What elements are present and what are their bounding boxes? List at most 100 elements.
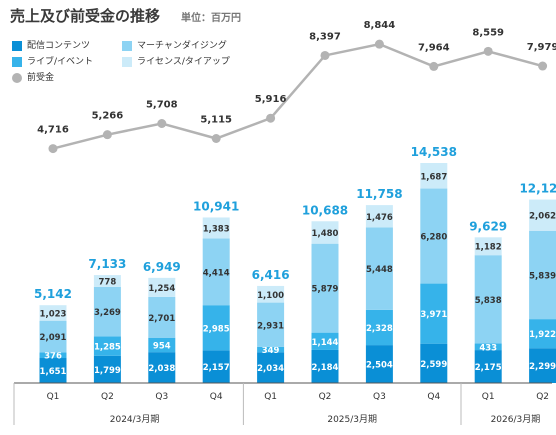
total-label-6: 11,758 bbox=[356, 187, 402, 201]
maeuke-point-9 bbox=[538, 61, 548, 71]
maeuke-label-5: 8,397 bbox=[309, 31, 341, 42]
maeuke-label-8: 8,559 bbox=[472, 27, 504, 38]
maeuke-label-4: 5,916 bbox=[255, 94, 287, 105]
bar-label-2-9: 5,839 bbox=[529, 271, 556, 281]
total-label-5: 10,688 bbox=[302, 203, 348, 217]
bar-label-0-2: 2,038 bbox=[148, 364, 175, 374]
bar-2-6 bbox=[365, 227, 393, 310]
bar-label-3-4: 1,100 bbox=[257, 291, 284, 301]
bar-2-9 bbox=[529, 230, 556, 320]
bar-2-1 bbox=[93, 286, 121, 337]
bar-label-3-9: 2,062 bbox=[529, 212, 556, 222]
bar-label-2-3: 4,414 bbox=[203, 268, 230, 278]
bar-label-3-1: 778 bbox=[99, 277, 117, 287]
maeuke-label-7: 7,964 bbox=[418, 42, 450, 53]
bar-3-1 bbox=[93, 275, 121, 287]
total-label-9: 12,124 bbox=[519, 182, 556, 196]
bar-label-2-2: 2,701 bbox=[148, 314, 175, 324]
bar-label-0-4: 2,034 bbox=[257, 364, 284, 374]
bar-3-8 bbox=[474, 237, 502, 256]
bar-label-1-6: 2,328 bbox=[366, 324, 393, 334]
bar-3-9 bbox=[529, 199, 556, 231]
bar-2-7 bbox=[420, 188, 448, 284]
maeuke-point-8 bbox=[483, 46, 493, 56]
legend-label-live: ライブ/イベント bbox=[27, 57, 94, 67]
legend-dot-maeuke bbox=[12, 73, 22, 83]
bar-3-0 bbox=[39, 305, 67, 321]
bar-label-2-8: 5,838 bbox=[475, 296, 502, 306]
maeuke-point-3 bbox=[211, 134, 221, 143]
maeuke-point-6 bbox=[374, 39, 384, 49]
legend-item-haishin: 配信コンテンツ bbox=[12, 41, 90, 52]
maeuke-line bbox=[52, 42, 543, 150]
unit-label: 単位：百万円 bbox=[181, 13, 241, 24]
maeuke-point-4 bbox=[266, 113, 276, 123]
total-label-2: 6,949 bbox=[143, 260, 181, 274]
bar-0-6 bbox=[365, 345, 393, 383]
total-label-1: 7,133 bbox=[88, 257, 126, 271]
bar-label-2-1: 3,269 bbox=[94, 308, 121, 318]
bar-1-4 bbox=[257, 346, 285, 353]
bar-label-3-2: 1,254 bbox=[148, 284, 175, 294]
bar-label-1-1: 1,285 bbox=[94, 343, 121, 353]
bar-label-1-4: 349 bbox=[262, 346, 280, 356]
bar-3-4 bbox=[257, 285, 285, 303]
x-tick-label-0: Q1 bbox=[47, 392, 60, 402]
total-label-4: 6,416 bbox=[252, 268, 290, 282]
bar-label-0-6: 2,504 bbox=[366, 361, 393, 371]
x-tick-label-7: Q4 bbox=[427, 392, 440, 402]
bar-1-1 bbox=[93, 336, 121, 356]
bar-label-0-9: 2,299 bbox=[529, 362, 556, 372]
bar-0-4 bbox=[257, 352, 285, 383]
bar-label-2-6: 5,448 bbox=[366, 265, 393, 275]
maeuke-point-5 bbox=[320, 50, 330, 60]
bar-label-2-4: 2,931 bbox=[257, 321, 284, 331]
bar-label-1-9: 1,922 bbox=[529, 330, 556, 340]
bar-1-2 bbox=[148, 337, 176, 353]
bar-2-2 bbox=[148, 296, 176, 338]
bar-label-0-3: 2,157 bbox=[203, 363, 230, 373]
bar-0-0 bbox=[39, 358, 67, 383]
bar-2-4 bbox=[257, 302, 285, 347]
bar-1-9 bbox=[529, 319, 556, 349]
bar-0-2 bbox=[148, 352, 176, 383]
bar-0-3 bbox=[202, 350, 230, 383]
group-label-0: 2024/3月期 bbox=[110, 414, 160, 425]
total-label-3: 10,941 bbox=[193, 199, 239, 213]
maeuke-label-6: 8,844 bbox=[364, 20, 396, 31]
bar-label-3-7: 1,687 bbox=[420, 172, 447, 182]
bar-0-9 bbox=[529, 348, 556, 383]
bar-1-3 bbox=[202, 305, 230, 351]
bar-1-5 bbox=[311, 332, 339, 350]
bar-label-3-3: 1,383 bbox=[203, 224, 230, 234]
bar-0-7 bbox=[420, 343, 448, 383]
bar-label-1-0: 376 bbox=[44, 352, 62, 362]
legend-swatch-merch bbox=[122, 41, 132, 51]
bar-3-3 bbox=[202, 217, 230, 239]
total-label-7: 14,538 bbox=[411, 145, 457, 159]
legend-label-merch: マーチャンダイジング bbox=[137, 41, 227, 51]
legend-label-maeuke: 前受金 bbox=[27, 73, 55, 83]
x-tick-label-9: Q2 bbox=[536, 392, 549, 402]
bar-label-0-1: 1,799 bbox=[94, 366, 121, 376]
x-tick-label-5: Q2 bbox=[319, 392, 332, 402]
maeuke-label-9: 7,979 bbox=[527, 42, 556, 53]
chart-title: 売上及び前受金の推移 bbox=[10, 7, 161, 25]
x-tick-label-8: Q1 bbox=[482, 392, 495, 402]
legend-swatch-license bbox=[122, 57, 132, 67]
maeuke-point-1 bbox=[102, 130, 112, 140]
maeuke-label-1: 5,266 bbox=[92, 111, 124, 122]
bar-label-0-5: 2,184 bbox=[312, 363, 339, 373]
total-label-0: 5,142 bbox=[34, 287, 72, 301]
bar-3-5 bbox=[311, 221, 339, 244]
bar-label-0-7: 2,599 bbox=[420, 360, 447, 370]
bar-2-0 bbox=[39, 320, 67, 353]
bar-3-2 bbox=[148, 277, 176, 297]
bar-label-1-2: 954 bbox=[153, 341, 171, 351]
bar-label-2-0: 2,091 bbox=[40, 333, 67, 343]
bar-1-0 bbox=[39, 352, 67, 359]
maeuke-label-0: 4,716 bbox=[37, 125, 69, 136]
x-tick-label-6: Q3 bbox=[373, 392, 386, 402]
bar-3-7 bbox=[420, 163, 448, 189]
